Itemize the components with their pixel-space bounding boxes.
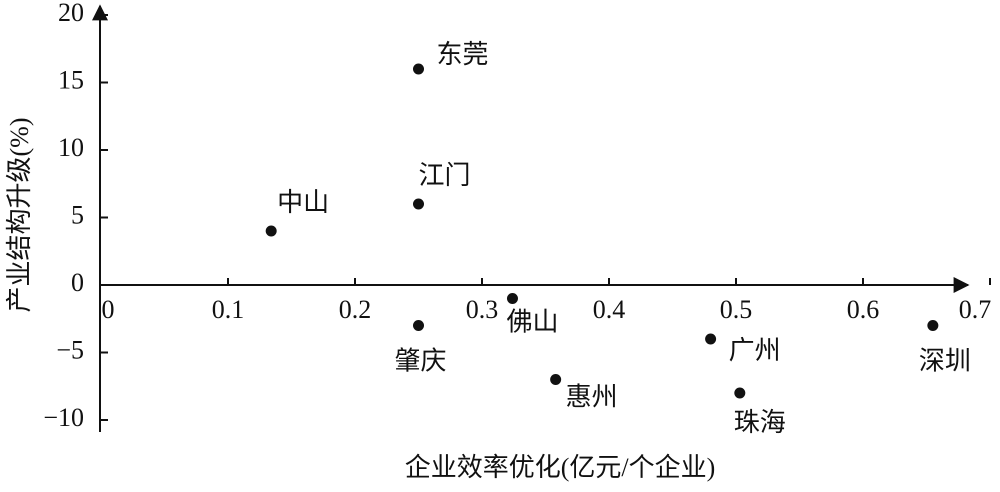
point [413, 198, 424, 210]
y-tick-label: 10 [58, 133, 84, 162]
x-tick-label: 0.7 [959, 295, 992, 324]
point-label: 惠州 [566, 382, 618, 411]
point-label: 广州 [729, 336, 781, 365]
point [506, 293, 518, 304]
y-tick-label: 15 [58, 65, 84, 94]
x-tick-label: 0.2 [339, 295, 372, 324]
point-label: 肇庆 [395, 346, 447, 375]
point-label: 珠海 [734, 408, 786, 437]
x-axis-label: 企业效率优化(亿元/个企业) [405, 453, 716, 482]
y-axis-label: 产业结构升级(%) [5, 118, 34, 313]
point-label: 东莞 [437, 40, 489, 69]
point [734, 387, 746, 399]
y-tick-label: −10 [43, 403, 84, 432]
point-label: 中山 [277, 188, 329, 217]
y-tick-label: 0 [71, 268, 84, 297]
x-tick-label: 0.6 [847, 295, 880, 324]
point-label: 深圳 [919, 346, 971, 375]
x-tick-label: 0 [102, 295, 115, 324]
y-tick-label: 5 [71, 200, 84, 229]
point-label: 江门 [419, 161, 471, 190]
point [413, 63, 424, 75]
x-tick-label: 0.4 [593, 295, 626, 324]
y-tick-label: −5 [56, 335, 84, 364]
point [265, 225, 277, 237]
point [927, 320, 939, 331]
y-tick-label: 20 [58, 0, 84, 27]
x-tick-label: 0.1 [212, 295, 245, 324]
point [705, 333, 717, 345]
point-label: 佛山 [506, 307, 558, 336]
x-tick-label: 0.3 [466, 295, 499, 324]
point [413, 320, 424, 331]
x-tick-label: 0.5 [720, 295, 753, 324]
point [550, 374, 562, 385]
